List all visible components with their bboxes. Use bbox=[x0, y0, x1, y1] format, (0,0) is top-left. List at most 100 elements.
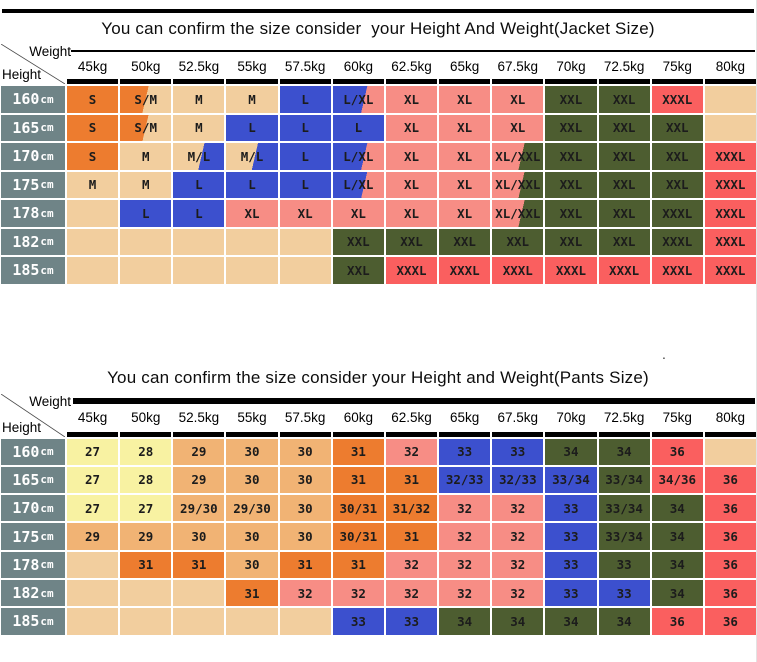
empty-cell bbox=[67, 257, 119, 284]
size-cell: 34 bbox=[545, 608, 597, 635]
height-value: 175 bbox=[12, 527, 40, 546]
size-cell: 32 bbox=[332, 579, 384, 607]
size-cell: M/L bbox=[226, 143, 278, 170]
size-cell: 30 bbox=[226, 466, 278, 494]
size-cell: 27 bbox=[67, 466, 119, 494]
size-cell: 30 bbox=[173, 523, 225, 550]
size-cell: XL bbox=[332, 200, 384, 227]
size-cell: 36 bbox=[704, 608, 756, 635]
size-cell: XXXL bbox=[439, 257, 491, 284]
size-cell: XXXL bbox=[704, 143, 756, 170]
size-cell: 30 bbox=[279, 495, 331, 522]
size-cell: 32 bbox=[492, 579, 544, 607]
size-cell: 34/36 bbox=[651, 466, 703, 494]
height-row-header: 182 cm bbox=[1, 579, 65, 607]
size-cell: 28 bbox=[120, 466, 172, 494]
height-value: 160 bbox=[12, 90, 40, 109]
size-cell: L bbox=[279, 86, 331, 113]
size-cell: M bbox=[67, 171, 119, 198]
size-cell: XXL bbox=[545, 171, 597, 198]
empty-cell bbox=[704, 114, 756, 141]
jacket-size-title: You can confirm the size consider your H… bbox=[101, 19, 655, 38]
height-row-header: 170 cm bbox=[1, 495, 65, 522]
size-cell: S bbox=[67, 143, 119, 170]
top-divider bbox=[2, 9, 754, 13]
size-cell: XXL bbox=[545, 200, 597, 227]
size-cell: L bbox=[279, 143, 331, 170]
size-cell: 32/33 bbox=[492, 466, 544, 494]
size-cell: 27 bbox=[67, 438, 119, 465]
size-cell: XL bbox=[439, 86, 491, 113]
height-unit: cm bbox=[40, 235, 54, 249]
empty-cell bbox=[67, 608, 119, 635]
empty-cell bbox=[120, 579, 172, 607]
size-cell: 36 bbox=[704, 551, 756, 578]
size-cell: 32 bbox=[439, 551, 491, 578]
size-cell: 34 bbox=[545, 438, 597, 465]
size-cell: XL bbox=[385, 86, 438, 113]
size-cell: XXL bbox=[545, 86, 597, 113]
height-value: 185 bbox=[12, 612, 40, 631]
empty-cell bbox=[173, 579, 225, 607]
size-cell: 33 bbox=[598, 551, 650, 578]
size-cell: 34 bbox=[598, 438, 650, 465]
size-cell: 31 bbox=[332, 438, 384, 465]
height-value: 170 bbox=[12, 499, 40, 518]
size-cell: L/XL bbox=[332, 171, 384, 198]
pants-size-table: Weight Height 45kg 50kg 52.5kg 55kg 57.5kg 60kg… bbox=[1, 393, 756, 635]
size-cell: 36 bbox=[704, 579, 756, 607]
weight-height-corner-cell: Weight Height bbox=[1, 393, 71, 437]
size-cell: 36 bbox=[704, 523, 756, 550]
size-cell: L/XL bbox=[332, 143, 384, 170]
empty-cell bbox=[120, 228, 172, 255]
height-value: 182 bbox=[12, 584, 40, 603]
empty-cell bbox=[173, 608, 225, 635]
empty-cell bbox=[67, 228, 119, 255]
empty-cell bbox=[704, 86, 756, 113]
height-row-header: 182 cm bbox=[1, 228, 65, 255]
size-cell: XXL bbox=[332, 257, 384, 284]
size-cell: 34 bbox=[598, 608, 650, 635]
height-value: 165 bbox=[12, 470, 40, 489]
size-cell: XXXL bbox=[492, 257, 544, 284]
empty-cell bbox=[67, 200, 119, 227]
diagonal-divider-line bbox=[1, 44, 65, 84]
height-unit: cm bbox=[40, 501, 54, 515]
corner-height-label: Height bbox=[2, 67, 42, 82]
size-cell: 36 bbox=[704, 495, 756, 522]
empty-cell bbox=[279, 257, 331, 284]
size-cell: XXL bbox=[545, 228, 597, 255]
height-row-header: 165 cm bbox=[1, 114, 65, 141]
height-unit: cm bbox=[40, 206, 54, 220]
height-value: 178 bbox=[12, 204, 40, 223]
empty-cell bbox=[226, 228, 278, 255]
height-value: 185 bbox=[12, 261, 40, 280]
size-cell: 30 bbox=[226, 551, 278, 578]
size-cell: 34 bbox=[651, 495, 703, 522]
height-row-header: 175 cm bbox=[1, 523, 65, 550]
size-cell: 33 bbox=[492, 438, 544, 465]
header-rule-line bbox=[73, 397, 755, 404]
size-cell: XXL bbox=[545, 114, 597, 141]
pants-size-title: You can confirm the size consider your H… bbox=[107, 367, 649, 387]
size-cell: 30/31 bbox=[332, 523, 384, 550]
size-cell: M bbox=[173, 114, 225, 141]
size-cell: 29/30 bbox=[226, 495, 278, 522]
size-cell: 36 bbox=[704, 466, 756, 494]
height-unit: cm bbox=[40, 586, 54, 600]
size-cell: L bbox=[226, 114, 278, 141]
size-cell: 32 bbox=[492, 495, 544, 522]
size-cell: L/XL bbox=[332, 86, 384, 113]
corner-weight-label: Weight bbox=[29, 44, 71, 59]
height-value: 160 bbox=[12, 442, 40, 461]
empty-cell bbox=[279, 228, 331, 255]
size-cell: 33 bbox=[598, 579, 650, 607]
height-unit: cm bbox=[40, 530, 54, 544]
size-cell: L bbox=[173, 200, 225, 227]
size-cell: XL bbox=[439, 114, 491, 141]
size-cell: 32 bbox=[492, 551, 544, 578]
empty-cell bbox=[67, 579, 119, 607]
empty-cell bbox=[120, 257, 172, 284]
size-cell: 32 bbox=[492, 523, 544, 550]
